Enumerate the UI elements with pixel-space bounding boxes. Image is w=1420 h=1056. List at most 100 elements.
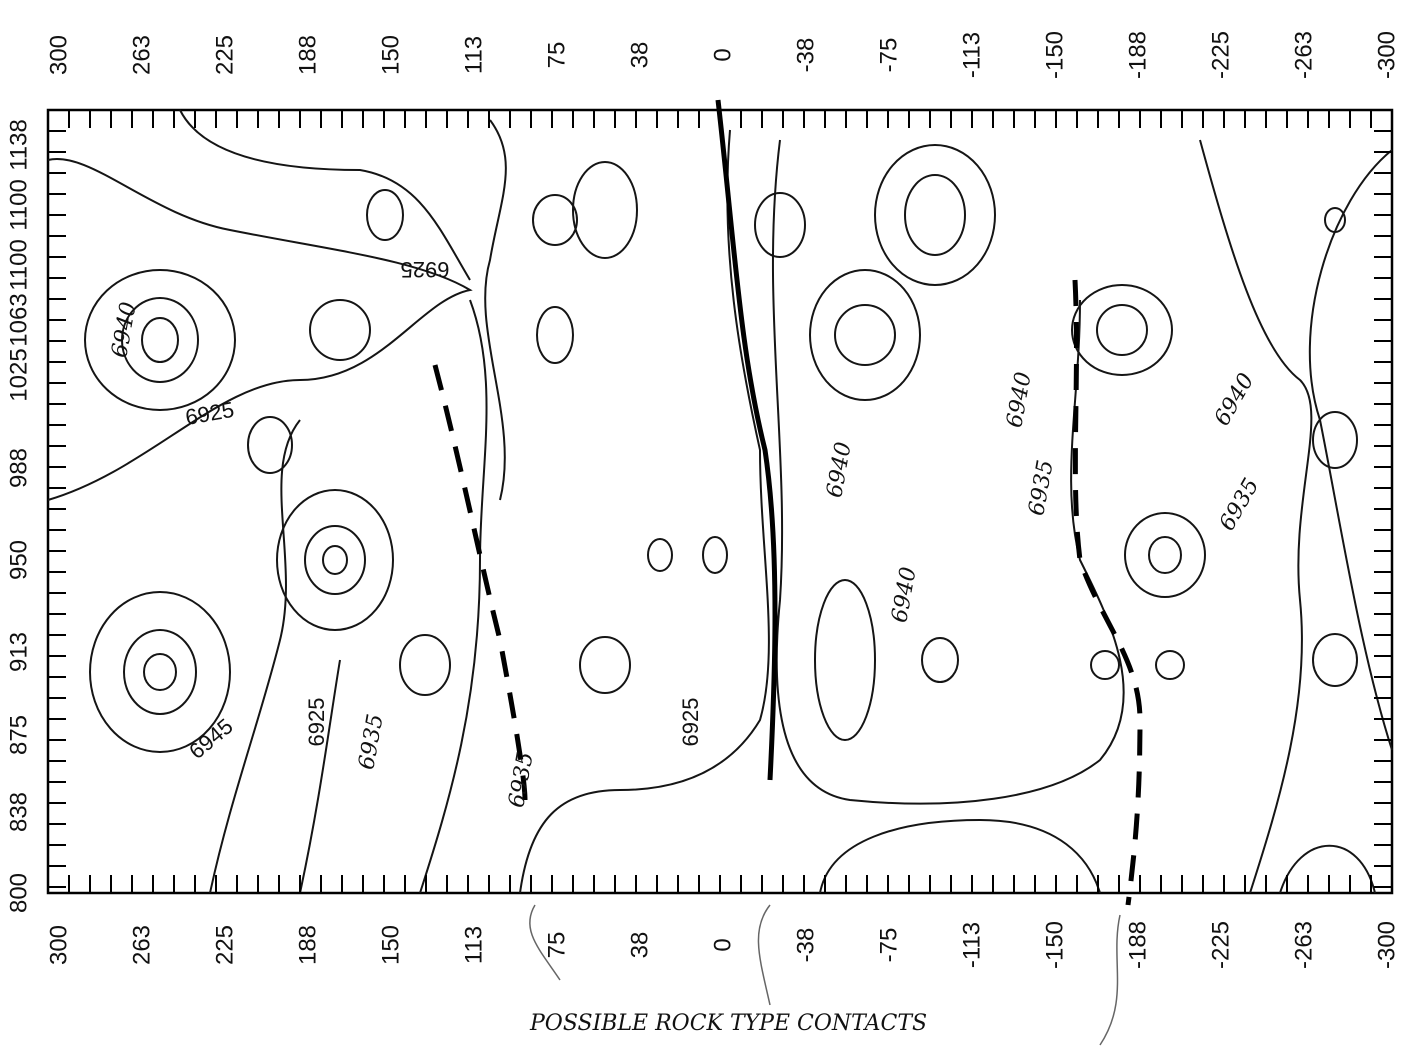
bottom-tick-label: -188 (1124, 921, 1151, 969)
contour-label: 6925 (678, 698, 703, 747)
contour (1312, 411, 1358, 469)
contour (814, 579, 876, 741)
contour (921, 637, 959, 683)
bottom-tick-label: -225 (1207, 921, 1234, 969)
contour-label: 6935 (504, 750, 538, 809)
contour (874, 144, 996, 286)
contour (121, 297, 199, 383)
top-tick-label: 0 (709, 48, 736, 61)
top-tick-label: 188 (294, 35, 321, 75)
bottom-tick-label: 263 (128, 925, 155, 965)
contours (47, 109, 1393, 894)
contour (84, 269, 236, 411)
contour (143, 653, 177, 691)
contour (572, 161, 638, 259)
contour (536, 306, 574, 364)
contour-label: 6935 (1215, 474, 1265, 535)
arrow (1099, 914, 1121, 1046)
left-tick-label: 875 (5, 715, 32, 755)
contour (754, 192, 806, 258)
contour (519, 129, 770, 894)
left-tick-label: 950 (5, 540, 32, 580)
top-tick-label: -150 (1041, 31, 1068, 79)
contour (1148, 536, 1182, 574)
contour (399, 634, 451, 696)
contour (1324, 207, 1346, 233)
contour (1312, 633, 1358, 687)
top-tick-label: -75 (875, 38, 902, 73)
contour (209, 419, 301, 894)
contour (1199, 139, 1313, 894)
bottom-tick-label: 0 (709, 938, 736, 951)
contour (247, 416, 293, 474)
contour-label: 6940 (1210, 369, 1260, 430)
contour (1124, 512, 1206, 598)
contour (702, 536, 728, 574)
left-tick-label: 913 (5, 632, 32, 672)
left-tick-label: 1025 (5, 348, 32, 401)
bottom-tick-label: -38 (792, 928, 819, 963)
left-tick-label: 1063 (5, 293, 32, 346)
contour (579, 636, 631, 694)
contour (47, 157, 473, 501)
top-tick-label: -38 (792, 38, 819, 73)
contour-label: 6940 (1002, 370, 1036, 429)
contour (179, 109, 471, 281)
bottom-tick-label: -150 (1041, 921, 1068, 969)
contour (809, 269, 921, 401)
bottom-tick-label: -75 (875, 928, 902, 963)
contour (1279, 844, 1376, 894)
bottom-tick-label: -300 (1373, 921, 1400, 969)
contour (904, 174, 966, 256)
contact-lines (432, 99, 1143, 906)
contour-label: 6935 (1024, 458, 1058, 517)
contact-line (715, 99, 778, 781)
bottom-tick-label: -263 (1290, 921, 1317, 969)
contour-label: 6940 (107, 300, 141, 359)
top-tick-label: -300 (1373, 31, 1400, 79)
left-tick-label: 800 (5, 873, 32, 913)
contour (1096, 304, 1148, 356)
left-tick-label: 838 (5, 792, 32, 832)
contour (309, 299, 371, 361)
contour (1155, 650, 1185, 680)
map-frame (46, 108, 1394, 895)
top-tick-label: 263 (128, 35, 155, 75)
top-tick-label: -188 (1124, 31, 1151, 79)
left-tick-label: 1100 (5, 179, 32, 231)
bottom-tick-label: -113 (958, 922, 985, 968)
contour-label: 6925 (304, 698, 329, 747)
contour (819, 818, 1101, 894)
contour-label: 6925 (401, 257, 450, 282)
top-tick-label: -113 (958, 32, 985, 78)
contour (89, 591, 231, 753)
contour (299, 659, 341, 894)
annotation-arrows (529, 904, 1121, 1046)
top-tick-label: 300 (45, 35, 72, 75)
bottom-tick-label: 225 (211, 925, 238, 965)
contour-label: 6935 (354, 712, 388, 771)
contour (123, 629, 197, 715)
contour-label: 6945 (184, 713, 238, 764)
contour (322, 545, 348, 575)
top-tick-label: -263 (1290, 31, 1317, 79)
left-tick-label: 988 (5, 448, 32, 488)
contour (1308, 149, 1393, 751)
bottom-tick-label: 188 (294, 925, 321, 965)
contact-line (1072, 279, 1143, 906)
bottom-tick-label: 113 (460, 926, 487, 964)
top-tick-label: 225 (211, 35, 238, 75)
contour (366, 189, 404, 241)
contour-label: 6940 (887, 565, 921, 624)
arrow (757, 904, 771, 1006)
contour (1090, 650, 1120, 680)
contour (419, 299, 488, 894)
top-tick-label: 150 (377, 35, 404, 75)
contour (834, 304, 896, 366)
contour (532, 194, 578, 246)
bottom-tick-label: 300 (45, 925, 72, 965)
contour (141, 317, 179, 363)
contour (647, 538, 673, 572)
